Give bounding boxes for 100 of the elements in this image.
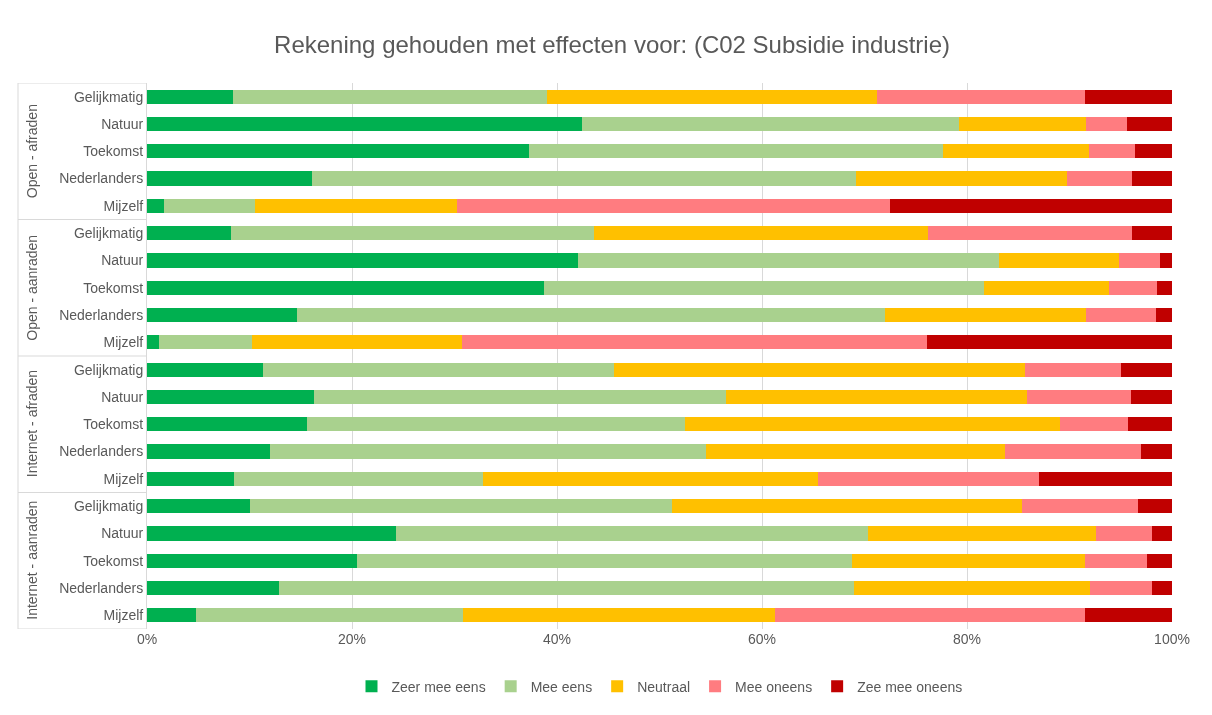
bar (1156, 280, 1172, 295)
bar (233, 89, 547, 104)
bar (147, 144, 530, 159)
bar (1138, 499, 1172, 514)
bar (671, 499, 1023, 514)
text: Internet - afraden (23, 369, 40, 478)
bar (1151, 580, 1172, 596)
legend-label: Zeer mee eens (391, 678, 486, 695)
legend-label: Mee oneens (735, 678, 813, 695)
x-tick-label: 0% (136, 631, 158, 647)
bar (147, 253, 578, 268)
y-tick-label: Gelijkmatig (73, 225, 144, 242)
bar (614, 362, 1026, 377)
bar (928, 226, 1133, 241)
bar (147, 580, 280, 596)
y-tick-label: Nederlanders (59, 443, 144, 460)
y-tick-label: Natuur (101, 115, 144, 132)
bar (147, 499, 250, 514)
bar (529, 144, 944, 159)
bar (249, 499, 672, 514)
bar (461, 335, 928, 350)
bar (147, 226, 232, 241)
bar (1027, 389, 1131, 405)
bar (856, 171, 1068, 186)
y-tick-label: Nederlanders (59, 306, 144, 323)
bar (483, 471, 819, 486)
y-tick-label: Toekomst (83, 279, 144, 296)
bar (775, 608, 1085, 623)
bar (1085, 116, 1127, 132)
y-tick-label: Toekomst (83, 552, 144, 569)
y-tick-label: Nederlanders (59, 170, 144, 187)
bar (254, 198, 457, 213)
y-tick-label: Toekomst (83, 416, 144, 433)
y-tick-label: Mijzelf (103, 607, 144, 624)
bar (196, 608, 463, 623)
bar (1132, 171, 1172, 186)
bar (1131, 389, 1172, 405)
bar (251, 335, 462, 350)
bar (943, 144, 1089, 159)
bar (1025, 362, 1121, 377)
bar (705, 444, 1005, 459)
bar (147, 444, 270, 459)
bar (312, 171, 857, 186)
text: Internet - aanraden (24, 500, 41, 620)
bar (593, 226, 929, 241)
y-tick-label: Gelijkmatig (73, 498, 144, 515)
bar (577, 253, 999, 268)
text: Open - aanraden (24, 234, 41, 341)
y-tick-label: Mijzelf (103, 334, 144, 351)
bar (958, 116, 1086, 132)
bar (1084, 553, 1148, 568)
y-tick-label: Natuur (101, 525, 144, 542)
bar (818, 471, 1039, 486)
bar (854, 580, 1090, 596)
y-tick-label: Toekomst (83, 143, 144, 160)
bar (1120, 362, 1172, 377)
bar (876, 89, 1085, 104)
text: Open - afraden (23, 104, 40, 199)
bar (147, 171, 313, 186)
bar (885, 307, 1086, 323)
bar (1159, 253, 1172, 268)
bar (456, 198, 891, 213)
y-tick-label: Gelijkmatig (73, 361, 144, 378)
bar (147, 417, 307, 432)
bar (1109, 280, 1157, 295)
bar (234, 471, 484, 486)
y-tick-label: Gelijkmatig (73, 88, 144, 105)
x-tick-label: 60% (747, 631, 777, 647)
y-tick-label: Nederlanders (59, 579, 144, 596)
bar (262, 362, 615, 377)
bar (984, 280, 1110, 295)
bar (1126, 116, 1172, 132)
bar (1118, 253, 1160, 268)
bar (147, 471, 235, 486)
x-tick-label: 40% (542, 631, 572, 647)
bar (1060, 417, 1128, 432)
bar (1132, 226, 1172, 241)
y-tick-label: Natuur (101, 252, 144, 269)
bar (1141, 444, 1172, 459)
bar (296, 307, 885, 323)
bar (890, 198, 1172, 213)
bar (546, 89, 877, 104)
bar (147, 608, 197, 623)
bar (998, 253, 1119, 268)
bar (852, 553, 1085, 568)
bar (927, 335, 1172, 350)
bar (1084, 608, 1172, 623)
bar (164, 198, 255, 213)
bar (1127, 417, 1172, 432)
bar (726, 389, 1028, 405)
x-tick-label: 20% (337, 631, 367, 647)
bar (581, 116, 959, 132)
bar (1155, 307, 1172, 323)
bar (147, 307, 297, 323)
x-tick-label: 80% (952, 631, 982, 647)
bar (147, 198, 165, 213)
bar (147, 335, 160, 350)
bar (147, 116, 582, 132)
bar (1084, 89, 1172, 104)
bar (543, 280, 985, 295)
